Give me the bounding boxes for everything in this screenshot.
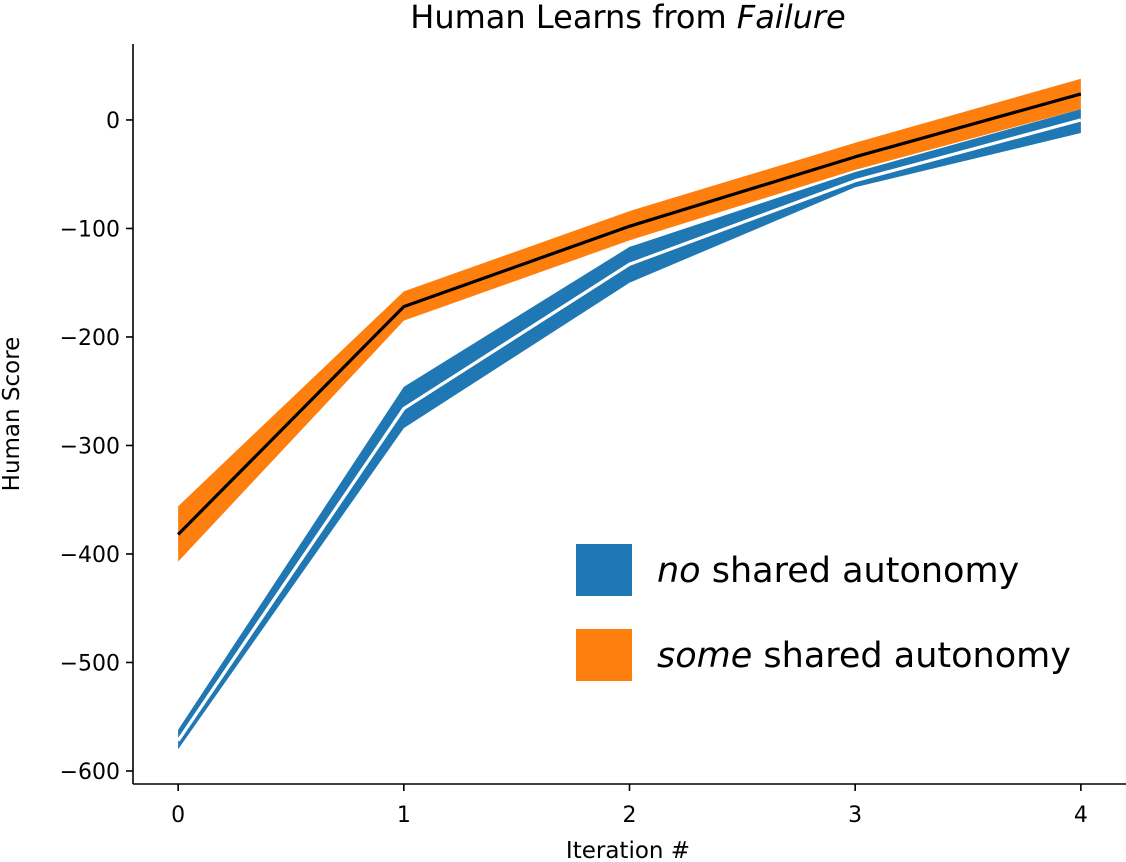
y-axis-label: Human Score (0, 337, 25, 492)
x-tick-label: 4 (1074, 803, 1088, 828)
x-tick-label: 3 (848, 803, 862, 828)
x-tick-label: 1 (397, 803, 411, 828)
band-some (178, 78, 1081, 562)
y-tick-label: 0 (106, 109, 120, 134)
y-tick-label: −200 (60, 326, 120, 351)
legend-swatch-no (576, 544, 632, 596)
legend: no shared autonomy some shared autonomy (576, 544, 1071, 681)
chart-title-plain: Human Learns from (410, 0, 737, 36)
x-tick-label: 2 (623, 803, 637, 828)
chart-title-emphasis: Failure (737, 0, 846, 36)
y-tick-label: −100 (60, 217, 120, 242)
y-tick-label: −400 (60, 543, 120, 568)
mean-line-some (176, 92, 1082, 536)
legend-swatch-some (576, 629, 632, 681)
y-ticks: 0 −100 −200 −300 −400 −500 −600 (60, 109, 133, 785)
x-ticks: 0 1 2 3 4 (171, 784, 1088, 828)
y-tick-label: −500 (60, 651, 120, 676)
y-tick-label: −600 (60, 760, 120, 785)
legend-label-no: no shared autonomy (657, 551, 1019, 591)
series-bands (178, 78, 1081, 750)
y-tick-label: −300 (60, 434, 120, 459)
x-axis-label: Iteration # (566, 838, 690, 862)
legend-label-some: some shared autonomy (657, 636, 1071, 676)
series-mean-lines (176, 92, 1082, 742)
mean-line-no (176, 118, 1082, 742)
x-tick-label: 0 (171, 803, 185, 828)
chart-title: Human Learns from Failure (410, 0, 845, 36)
